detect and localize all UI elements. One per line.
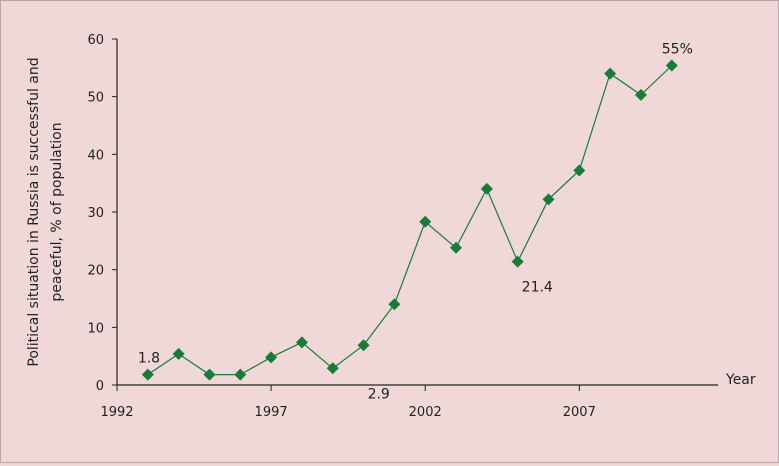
data-point	[203, 368, 216, 381]
data-point	[665, 59, 678, 72]
y-tick-label: 60	[87, 33, 104, 48]
y-axis-title-line-1: Political situation in Russia is success…	[26, 57, 42, 366]
data-point	[141, 368, 154, 381]
data-point	[172, 347, 185, 360]
y-tick-label: 30	[87, 206, 104, 221]
x-axis-title: Year	[725, 372, 756, 388]
data-label: 21.4	[522, 280, 553, 296]
data-point	[295, 336, 308, 349]
data-point	[604, 67, 617, 80]
y-tick-label: 40	[87, 148, 104, 163]
y-axis-title: Political situation in Russia is success…	[26, 57, 65, 366]
data-point	[450, 241, 463, 254]
data-point	[480, 182, 493, 195]
y-tick-label: 10	[87, 321, 104, 336]
axes	[116, 39, 718, 386]
y-tick-label: 50	[87, 91, 104, 106]
data-label: 55%	[662, 42, 693, 58]
data-point	[326, 362, 339, 375]
data-point	[634, 88, 647, 101]
x-tick-label: 1997	[255, 405, 288, 420]
annotation-layer: 1.8 2.9 21.4 55%	[138, 42, 693, 403]
data-point	[234, 368, 247, 381]
x-axis-ticks: 1992 1997 2002 2007	[100, 385, 596, 420]
x-tick-label: 1992	[100, 405, 133, 420]
data-label: 1.8	[138, 351, 160, 367]
y-axis-title-line-2: peaceful, % of population	[49, 122, 65, 301]
y-tick-label: 20	[87, 264, 104, 279]
series-layer	[141, 59, 678, 381]
x-tick-label: 2007	[563, 405, 596, 420]
data-label: 2.9	[368, 386, 390, 402]
data-point	[265, 351, 278, 364]
series-line	[147, 65, 673, 376]
y-tick-label: 0	[96, 379, 104, 394]
data-point	[388, 298, 401, 311]
y-axis-ticks: 0 10 20 30 40 50 60	[87, 33, 117, 394]
data-point	[357, 339, 370, 352]
x-tick-label: 2002	[409, 405, 442, 420]
data-point	[542, 193, 555, 206]
data-point	[573, 164, 586, 177]
data-point	[419, 215, 432, 228]
data-point	[511, 255, 524, 268]
